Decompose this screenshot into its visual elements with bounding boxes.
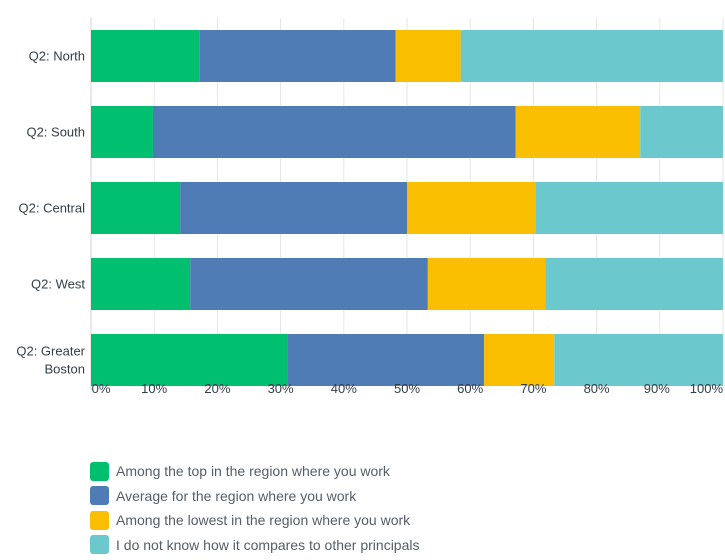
category-label: Q2: Central [19,201,86,216]
bar-segment[interactable] [91,334,288,386]
bar-segment[interactable] [484,334,555,386]
bar-segment[interactable] [180,182,407,234]
stacked-bar-chart: Q2: North Q2: South Q2: Central Q2: West Q2:… [16,18,724,396]
x-tick-label: 100% [690,381,724,396]
bar-segment[interactable] [535,182,723,234]
x-tick-label: 90% [644,381,670,396]
bar-segment[interactable] [91,30,200,82]
x-tick-label: 30% [268,381,294,396]
x-tick-label: 50% [394,381,420,396]
bar-segment[interactable] [515,106,641,158]
category-label: Q2: North [29,49,85,64]
bar-segment[interactable] [427,258,546,310]
bar-segment[interactable] [640,106,723,158]
legend-item[interactable]: Average for the region where you work [90,484,420,509]
bar-segment[interactable] [460,30,723,82]
legend-item[interactable]: I do not know how it compares to other p… [90,533,420,558]
bar-segment[interactable] [199,30,396,82]
x-tick-label: 40% [331,381,357,396]
legend-swatch [90,486,109,506]
bar-segment[interactable] [545,258,723,310]
x-tick-label: 0% [92,381,111,396]
x-tick-label: 70% [520,381,546,396]
legend: Among the top in the region where you wo… [90,459,420,557]
legend-swatch [90,510,109,530]
bar-segment[interactable] [190,258,428,310]
category-label: Q2: West [31,277,85,292]
legend-label: I do not know how it compares to other p… [116,536,420,553]
legend-label: Among the top in the region where you wo… [116,463,390,480]
legend-label: Average for the region where you work [116,487,357,504]
category-label: Q2: Greater Boston [16,344,85,377]
bar-segment[interactable] [91,258,191,310]
legend-swatch [90,535,109,555]
x-tick-label: 20% [204,381,230,396]
x-tick-label: 60% [457,381,483,396]
x-tick-label: 10% [141,381,167,396]
bar-segment[interactable] [407,182,536,234]
x-tick-label: 80% [584,381,610,396]
legend-swatch [90,461,109,481]
bar-segment[interactable] [554,334,723,386]
category-label: Q2: South [26,125,85,140]
legend-item[interactable]: Among the top in the region where you wo… [90,459,420,484]
bar-segment[interactable] [152,106,516,158]
legend-item[interactable]: Among the lowest in the region where you… [90,508,420,533]
bar-segment[interactable] [91,182,181,234]
legend-label: Among the lowest in the region where you… [116,512,411,529]
bar-segment[interactable] [91,106,153,158]
bar-segment[interactable] [287,334,485,386]
bar-segment[interactable] [395,30,461,82]
